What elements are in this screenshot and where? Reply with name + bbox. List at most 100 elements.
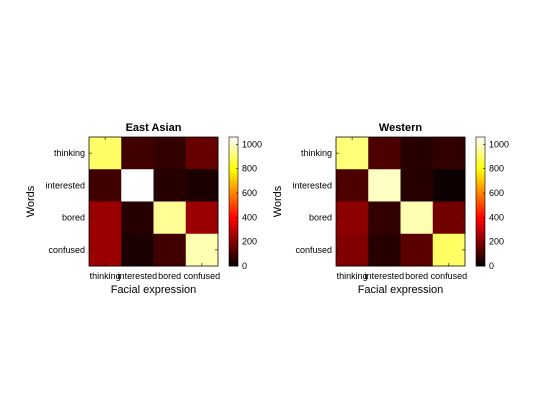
colorbar-segment: [229, 175, 238, 178]
colorbar-segment: [229, 171, 238, 174]
colorbar-segment: [229, 243, 238, 247]
heatmap-cell: [432, 169, 466, 202]
colorbar-segment: [229, 141, 238, 144]
colorbar-segment: [229, 259, 238, 263]
axes-box: [88, 136, 219, 267]
colorbar-box: [475, 136, 486, 267]
x-tick-label: thinking: [90, 271, 121, 281]
heatmap-cell: [400, 233, 434, 267]
heatmap-cell: [185, 169, 219, 202]
colorbar-segment: [229, 217, 238, 221]
x-tick-label: bored: [405, 271, 428, 281]
y-axis-label: Words: [25, 185, 37, 217]
colorbar-segment: [229, 189, 238, 192]
colorbar-segment: [229, 213, 238, 217]
colorbar-segment: [476, 171, 485, 174]
colorbar-tick-label: 600: [242, 188, 257, 198]
heatmap-cell: [336, 201, 369, 235]
colorbar-segment: [476, 199, 485, 202]
colorbar-segment: [476, 189, 485, 192]
heatmap-cell: [368, 201, 401, 235]
colorbar-segment: [229, 233, 238, 237]
colorbar-segment: [476, 249, 485, 253]
chart-title: East Asian: [126, 122, 182, 134]
colorbar-tick-label: 400: [489, 212, 504, 222]
colorbar-tick-label: 200: [242, 237, 257, 247]
colorbar-segment: [229, 209, 238, 212]
colorbar-segment: [229, 137, 238, 140]
colorbar-tick-label: 0: [489, 261, 494, 271]
colorbar-tick-label: 600: [489, 188, 504, 198]
colorbar-segment: [229, 139, 238, 142]
colorbar-segment: [476, 145, 485, 148]
colorbar-segment: [476, 241, 485, 245]
colorbar-segment: [229, 165, 238, 168]
colorbar-segment: [229, 167, 238, 170]
colorbar-segment: [476, 235, 485, 239]
colorbar-segment: [476, 247, 485, 251]
colorbar-segment: [229, 149, 238, 152]
colorbar-segment: [476, 155, 485, 158]
heatmap-cell: [400, 137, 434, 170]
colorbar-segment: [229, 221, 238, 225]
colorbar-segment: [229, 203, 238, 206]
colorbar-segment: [476, 223, 485, 227]
colorbar-segment: [229, 227, 238, 231]
colorbar-segment: [476, 239, 485, 243]
colorbar-segment: [476, 147, 485, 150]
colorbar-segment: [476, 177, 485, 180]
y-tick-label: thinking: [301, 148, 332, 158]
colorbar-segment: [229, 237, 238, 241]
colorbar-segment: [229, 241, 238, 245]
heatmap-cell: [89, 233, 122, 267]
colorbar-segment: [229, 245, 238, 249]
colorbar-segment: [476, 159, 485, 162]
y-tick-label: confused: [295, 245, 332, 255]
colorbar-segment: [476, 183, 485, 186]
heatmap-cell: [89, 137, 122, 170]
heatmap-cell: [368, 169, 401, 202]
colorbar-segment: [229, 205, 238, 208]
colorbar-tick-label: 0: [242, 261, 247, 271]
colorbar-segment: [476, 261, 485, 265]
colorbar-segment: [476, 143, 485, 146]
colorbar-segment: [476, 175, 485, 178]
colorbar-segment: [476, 233, 485, 237]
heatmap-cell: [400, 201, 434, 235]
colorbar-segment: [476, 203, 485, 206]
colorbar-segment: [229, 223, 238, 227]
colorbar-segment: [476, 169, 485, 172]
x-tick-label: interested: [365, 271, 405, 281]
heatmap-cell: [185, 233, 219, 267]
colorbar-tick-label: 400: [242, 212, 257, 222]
x-tick-label: confused: [431, 271, 468, 281]
heatmap-cell: [368, 137, 401, 170]
colorbar-segment: [476, 209, 485, 212]
colorbar-segment: [476, 193, 485, 196]
colorbar-segment: [476, 245, 485, 249]
heatmap-cell: [432, 233, 466, 267]
colorbar-segment: [229, 215, 238, 219]
colorbar-segment: [476, 229, 485, 233]
heatmap-cell: [121, 169, 154, 202]
colorbar-segment: [229, 239, 238, 243]
colorbar-tick-label: 1000: [489, 139, 509, 149]
colorbar-segment: [476, 205, 485, 208]
heatmap-panel-0: East Asianthinkingthinkinginterestedinte…: [25, 122, 262, 296]
heatmap-cell: [336, 137, 369, 170]
colorbar-segment: [476, 201, 485, 204]
colorbar-box: [228, 136, 239, 267]
x-axis-label: Facial expression: [111, 284, 197, 296]
colorbar-segment: [229, 255, 238, 259]
colorbar-segment: [229, 163, 238, 166]
colorbar-segment: [229, 147, 238, 150]
colorbar-segment: [476, 259, 485, 263]
colorbar-segment: [476, 187, 485, 190]
colorbar-segment: [476, 227, 485, 231]
heatmap-cell: [153, 137, 187, 170]
heatmap-cell: [185, 137, 219, 170]
colorbar-segment: [476, 165, 485, 168]
colorbar-segment: [229, 229, 238, 233]
colorbar-segment: [476, 263, 485, 267]
